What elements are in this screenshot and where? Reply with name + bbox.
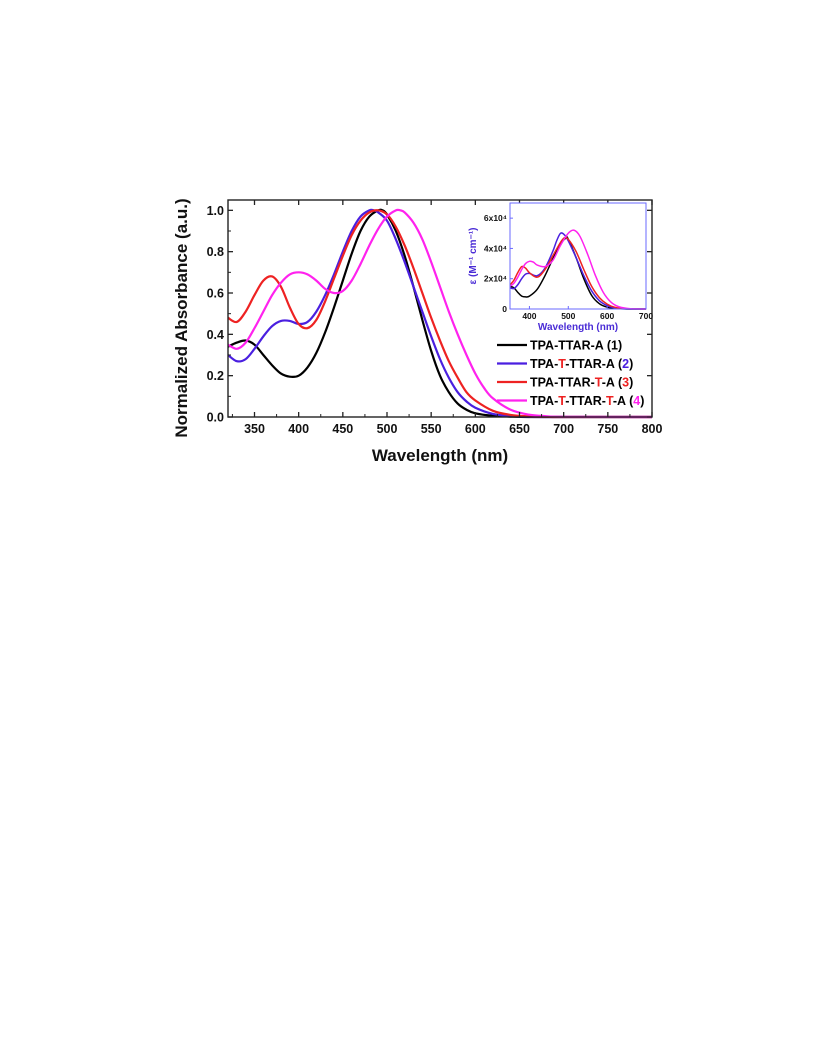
x-tick-label: 700 bbox=[553, 422, 574, 436]
main-series-group bbox=[227, 208, 653, 419]
legend-label-3: TPA-TTAR-T-A (3) bbox=[530, 376, 633, 390]
inset-x-tick-label: 500 bbox=[561, 311, 575, 321]
x-tick-label: 600 bbox=[465, 422, 486, 436]
main-plot-frame bbox=[227, 199, 653, 418]
x-tick-label: 750 bbox=[597, 422, 618, 436]
x-tick-label: 400 bbox=[288, 422, 309, 436]
main-x-axis: 350 400 450 500 550 600 650 700 750 800 bbox=[231, 200, 663, 436]
inset-series-line-4 bbox=[509, 229, 647, 310]
x-tick-label: 650 bbox=[509, 422, 530, 436]
x-tick-label: 350 bbox=[244, 422, 265, 436]
inset-y-tick-label: 0 bbox=[502, 304, 507, 314]
main-chart: 350 400 450 500 550 600 650 700 750 800 0.0 0.2 0.4… bbox=[172, 198, 662, 465]
series-line-3 bbox=[227, 209, 653, 419]
inset-plot-frame bbox=[509, 202, 647, 310]
main-y-axis: 0.0 0.2 0.4 0.6 0.8 1.0 bbox=[207, 204, 652, 425]
inset-y-tick-label: 6x10⁴ bbox=[484, 213, 507, 223]
y-tick-label: 0.0 bbox=[207, 411, 224, 425]
legend-label-1: TPA-TTAR-A (1) bbox=[530, 339, 622, 353]
y-axis-title: Normalized Absorbance (a.u.) bbox=[172, 198, 191, 437]
inset-chart: 400 500 600 700 0 2x10⁴ 4x10⁴ 6x10⁴ Wavelength… bbox=[468, 202, 653, 333]
inset-series-line-2 bbox=[509, 232, 647, 310]
x-tick-label: 550 bbox=[421, 422, 442, 436]
y-tick-label: 0.4 bbox=[207, 328, 224, 342]
inset-series-line-3 bbox=[509, 236, 647, 310]
y-tick-label: 0.2 bbox=[207, 369, 224, 383]
x-axis-title: Wavelength (nm) bbox=[372, 446, 508, 465]
inset-y-axis: 0 2x10⁴ 4x10⁴ 6x10⁴ bbox=[484, 213, 513, 314]
x-tick-label: 800 bbox=[642, 422, 663, 436]
y-tick-label: 1.0 bbox=[207, 204, 224, 218]
legend-label-2: TPA-T-TTAR-A (2) bbox=[530, 357, 633, 371]
inset-x-tick-label: 600 bbox=[600, 311, 614, 321]
inset-x-axis-title: Wavelength (nm) bbox=[538, 322, 618, 333]
inset-x-tick-label: 400 bbox=[522, 311, 536, 321]
legend: TPA-TTAR-A (1) TPA-T-TTAR-A (2) TPA-TTAR-T… bbox=[497, 339, 644, 408]
y-tick-label: 0.8 bbox=[207, 245, 224, 259]
series-line-4 bbox=[227, 208, 653, 419]
x-tick-label: 500 bbox=[377, 422, 398, 436]
inset-y-tick-label: 4x10⁴ bbox=[484, 243, 507, 253]
legend-label-4: TPA-T-TTAR-T-A (4) bbox=[530, 394, 644, 408]
inset-series-group bbox=[509, 229, 647, 310]
inset-x-axis: 400 500 600 700 bbox=[522, 306, 653, 321]
inset-y-tick-label: 2x10⁴ bbox=[484, 274, 507, 284]
y-tick-label: 0.6 bbox=[207, 287, 224, 301]
inset-x-tick-label: 700 bbox=[639, 311, 653, 321]
inset-y-axis-title: ε (M⁻¹ cm⁻¹) bbox=[468, 228, 479, 285]
x-tick-label: 450 bbox=[332, 422, 353, 436]
